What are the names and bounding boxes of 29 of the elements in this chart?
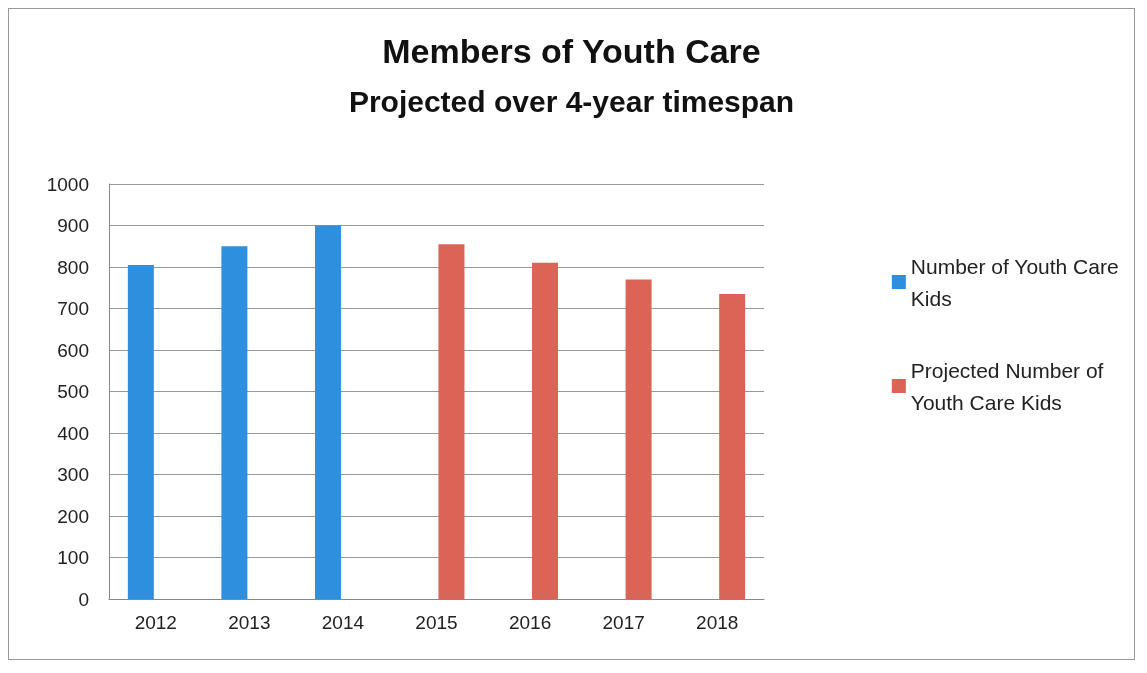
bar [314,225,341,599]
x-tick-label: 2014 [321,612,365,633]
x-tick-label: 2018 [696,612,739,633]
bar [625,279,652,599]
y-tick-label: 600 [57,339,89,361]
bar [438,244,465,599]
y-tick-label: 400 [57,422,89,444]
x-tick-label: 2013 [228,612,271,633]
bar [532,262,559,599]
y-tick-label: 0 [78,588,89,610]
legend-label: Number of Youth Care Kids [910,254,1119,310]
y-tick-label: 100 [57,547,89,568]
bar [221,246,248,599]
chart-title: Members of Youth Care [382,32,761,70]
x-tick-label: 2015 [415,612,458,633]
chart-subtitle: Projected over 4-year timespan [348,84,795,118]
y-tick-label: 900 [57,215,89,236]
y-tick-label: 1000 [46,173,89,195]
y-tick-label: 300 [57,464,89,485]
bar [719,293,746,599]
legend-label: Projected Number of Youth Care Kids [910,358,1104,414]
y-tick-label: 200 [57,505,89,527]
y-tick-label: 500 [57,381,89,402]
x-tick-label: 2016 [508,612,552,633]
x-tick-label: 2017 [602,612,645,633]
y-tick-label: 800 [57,256,89,278]
bar [127,264,154,599]
x-tick-label: 2012 [134,612,177,633]
y-tick-label: 700 [57,298,89,319]
